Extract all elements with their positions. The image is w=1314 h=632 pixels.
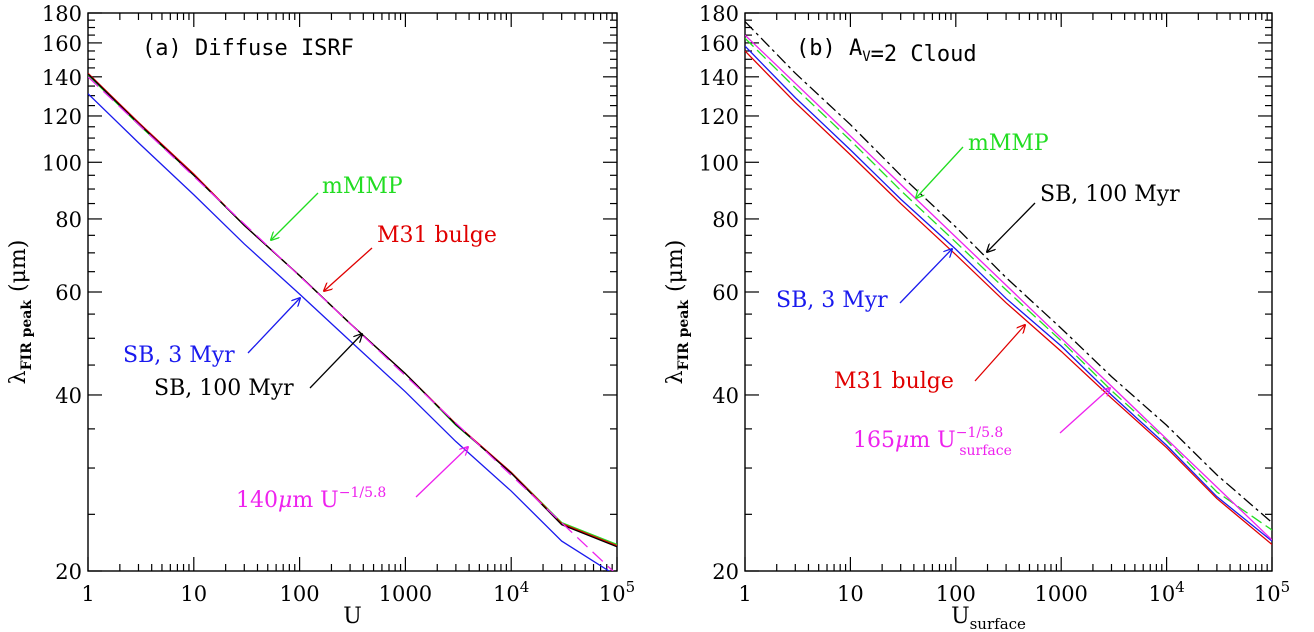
y-tick-label: 120 bbox=[42, 105, 82, 129]
series-line-magenta bbox=[88, 76, 614, 571]
annotation-arrow bbox=[324, 247, 373, 291]
annotation-arrow bbox=[987, 202, 1036, 252]
y-axis-label: λFIR peak(μm) bbox=[6, 240, 35, 385]
annotation-arrow bbox=[974, 325, 1025, 382]
x-axis-label: U bbox=[343, 604, 362, 629]
annotation-arrow bbox=[1059, 388, 1110, 434]
annotation-label: mMMP bbox=[322, 174, 403, 199]
y-tick-label: 180 bbox=[699, 2, 739, 26]
y-tick-label: 40 bbox=[55, 384, 82, 408]
series-line-black bbox=[88, 73, 617, 548]
annotation-arrow bbox=[899, 249, 952, 304]
x-tick-label: 1 bbox=[81, 582, 94, 606]
series-line-green bbox=[745, 37, 1272, 531]
panel-b: 1 10 100 1000 104 105 20 40 60 80 100 120 140 160 180 U… bbox=[663, 2, 1290, 632]
panel-title: (b) AV=2 Cloud bbox=[796, 36, 977, 67]
annotation-label: SB, 100 Myr bbox=[1040, 182, 1180, 207]
annotation-arrow bbox=[309, 334, 362, 389]
annotation-arrow bbox=[271, 192, 319, 240]
annotation-arrow bbox=[247, 298, 300, 354]
annotation-arrow bbox=[415, 447, 468, 498]
annotation-label: SB, 3 Myr bbox=[123, 343, 235, 368]
y-tick-label: 160 bbox=[699, 32, 739, 56]
y-tick-label: 120 bbox=[699, 105, 739, 129]
x-tick-label: 100 bbox=[280, 582, 320, 606]
y-tick-label: 80 bbox=[712, 208, 739, 232]
x-tick-label: 1000 bbox=[1034, 582, 1087, 606]
x-tick-label: 105 bbox=[599, 578, 635, 606]
series-line-blue bbox=[745, 45, 1272, 542]
series-line-blue bbox=[88, 93, 611, 571]
x-tick-label: 104 bbox=[493, 578, 529, 606]
y-tick-label: 20 bbox=[55, 560, 82, 584]
panel-a: 1 10 100 1000 104 105 20 40 60 80 100 120 140 160 180 U… bbox=[6, 2, 635, 629]
annotation-label: 165μm U−1/5.8 surface bbox=[853, 425, 1012, 459]
annotation-arrow bbox=[916, 146, 964, 198]
series-line-red bbox=[88, 72, 617, 547]
y-tick-label: 20 bbox=[712, 560, 739, 584]
x-tick-label: 104 bbox=[1148, 578, 1184, 606]
annotation-label: 140μm U−1/5.8 bbox=[236, 485, 386, 513]
x-tick-label: 10 bbox=[837, 582, 864, 606]
annotation-label: M31 bulge bbox=[377, 223, 497, 248]
annotation-label: mMMP bbox=[968, 131, 1049, 156]
annotation-label: M31 bulge bbox=[834, 369, 954, 394]
series-line-magenta bbox=[745, 34, 1272, 541]
y-tick-label: 140 bbox=[699, 66, 739, 90]
series-line-green bbox=[88, 74, 617, 546]
annotation-label: SB, 3 Myr bbox=[776, 288, 888, 313]
y-tick-label: 100 bbox=[699, 151, 739, 175]
series-line-black bbox=[745, 21, 1272, 524]
y-tick-label: 140 bbox=[42, 66, 82, 90]
annotation-label: SB, 100 Myr bbox=[154, 376, 294, 401]
x-tick-label: 105 bbox=[1254, 578, 1290, 606]
y-tick-label: 160 bbox=[42, 32, 82, 56]
x-axis-label: Usurface bbox=[951, 604, 1026, 632]
y-tick-label: 80 bbox=[55, 208, 82, 232]
y-tick-label: 60 bbox=[712, 281, 739, 305]
x-tick-label: 100 bbox=[936, 582, 976, 606]
y-tick-label: 100 bbox=[42, 151, 82, 175]
panel-title: (a) Diffuse ISRF bbox=[142, 36, 354, 61]
y-tick-label: 180 bbox=[42, 2, 82, 26]
y-axis-label: λFIR peak(μm) bbox=[663, 240, 692, 385]
x-tick-label: 1000 bbox=[379, 582, 432, 606]
y-tick-label: 40 bbox=[712, 384, 739, 408]
x-tick-label: 1 bbox=[738, 582, 751, 606]
series-line-red bbox=[745, 50, 1272, 545]
x-tick-label: 10 bbox=[180, 582, 207, 606]
y-tick-label: 60 bbox=[55, 281, 82, 305]
